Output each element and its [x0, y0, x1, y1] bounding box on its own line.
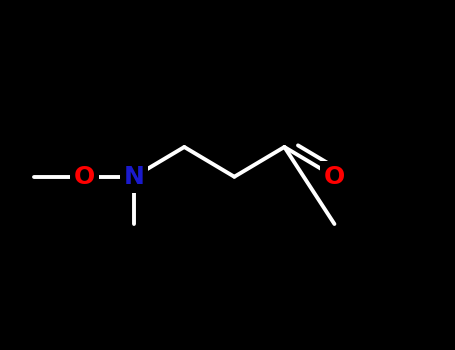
Text: N: N	[124, 165, 145, 189]
Text: O: O	[74, 165, 95, 189]
Text: O: O	[324, 165, 345, 189]
